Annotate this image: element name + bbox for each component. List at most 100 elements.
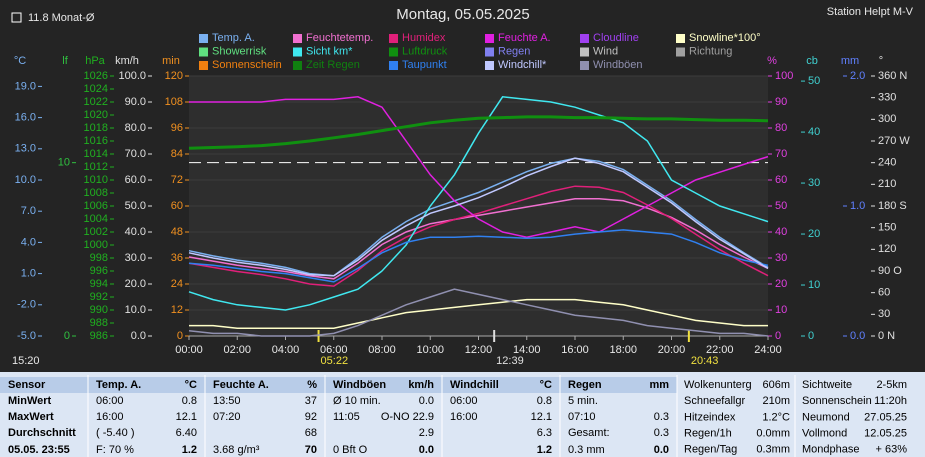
tick-label: 70 <box>775 148 787 160</box>
legend-label: Richtung <box>689 45 732 57</box>
series-line <box>188 197 769 280</box>
tick-label: 12 <box>171 304 183 316</box>
info-label: Vollmond <box>802 428 847 440</box>
column-title: Windchill <box>450 379 499 391</box>
tick-label: 120 <box>878 243 896 255</box>
cell-value: 1.2 <box>537 444 552 456</box>
axis-unit: % <box>767 55 777 67</box>
x-tick-label: 02:00 <box>223 344 251 356</box>
column-title: Regen <box>568 379 602 391</box>
tick-label: 210 <box>878 178 896 190</box>
tick-label: 1022 <box>84 96 108 108</box>
column-title: Windböen <box>333 379 386 391</box>
legend-swatch <box>580 34 589 43</box>
legend-swatch <box>485 34 494 43</box>
tick-label: 1024 <box>84 83 108 95</box>
cell-value: O-NO 22.9 <box>381 411 434 423</box>
cell-label: Ø 10 min. <box>333 395 381 407</box>
info-value: 11:20h <box>874 395 907 407</box>
cell-label: Gesamt: <box>568 427 610 439</box>
tick-label: 360 N <box>878 70 907 82</box>
current-time: 15:20 <box>12 355 40 367</box>
info-value: 0.3mm <box>756 444 790 456</box>
tick-label: 10 <box>58 157 70 169</box>
cell-value: 6.3 <box>537 427 552 439</box>
cell-value: 12.1 <box>176 411 197 423</box>
legend-label: Feuchte A. <box>498 32 551 44</box>
tick-label: -5.0 <box>17 330 36 342</box>
cell-value: 0.8 <box>182 395 197 407</box>
tick-label: 10 <box>775 304 787 316</box>
legend-swatch <box>485 47 494 57</box>
station: Station Helpt M-V <box>827 6 914 18</box>
tick-label: 0.0 <box>131 330 146 342</box>
cell-label: 07:10 <box>568 411 596 423</box>
cell-label: 07:20 <box>213 411 241 423</box>
info-value: + 63% <box>876 444 908 456</box>
axis-unit: mm <box>841 55 859 67</box>
cell-value: 6.40 <box>176 427 197 439</box>
tick-label: 996 <box>90 265 108 277</box>
info-value: 2-5km <box>876 379 907 391</box>
tick-label: 7.0 <box>21 205 36 217</box>
tick-label: 60 <box>878 287 890 299</box>
cell-label: ( -5.40 ) <box>96 427 135 439</box>
legend-label: Cloudline <box>593 32 639 44</box>
tick-label: 986 <box>90 330 108 342</box>
tick-label: 50.0 <box>125 200 146 212</box>
column-title: Sensor <box>8 379 46 391</box>
tick-label: 70.0 <box>125 148 146 160</box>
column-title: Temp. A. <box>96 379 141 391</box>
tick-label: 90 <box>775 96 787 108</box>
tick-label: 0.0 <box>850 330 865 342</box>
legend-swatch <box>580 61 589 70</box>
legend-swatch <box>293 47 302 57</box>
tick-label: 300 <box>878 113 896 125</box>
legend-swatch <box>293 34 302 43</box>
column-unit: mm <box>649 379 669 391</box>
tick-label: 2.0 <box>850 70 865 82</box>
axis-unit: °C <box>14 55 26 67</box>
checkbox[interactable] <box>11 12 22 23</box>
x-tick-label: 00:00 <box>175 344 203 356</box>
tick-label: 30 <box>878 308 890 320</box>
x-tick-label: 10:00 <box>416 344 444 356</box>
column-title: Feuchte A. <box>213 379 269 391</box>
legend-swatch <box>389 47 398 57</box>
tick-label: 100.0 <box>118 70 146 82</box>
info-label: Mondphase <box>802 444 860 456</box>
cell-value: 0.3 <box>654 427 669 439</box>
legend-label: Windchill* <box>498 59 547 71</box>
tick-label: 80 <box>775 122 787 134</box>
tick-label: 180 S <box>878 200 907 212</box>
cell-value: 0.0 <box>654 444 669 456</box>
cell-label: 3.68 g/m³ <box>213 444 260 456</box>
cell-label: 0.3 mm <box>568 444 605 456</box>
tick-label: 1010 <box>84 174 108 186</box>
tick-label: 20 <box>775 278 787 290</box>
tick-label: 240 <box>878 157 896 169</box>
legend-label: Windböen <box>593 59 643 71</box>
tick-label: 40 <box>808 126 820 138</box>
tick-label: 0 <box>775 330 781 342</box>
tick-label: 16.0 <box>15 112 36 124</box>
tick-label: 60 <box>171 200 183 212</box>
tick-label: 998 <box>90 252 108 264</box>
cell-label: 06:00 <box>450 395 478 407</box>
cell-label: 13:50 <box>213 395 241 407</box>
cell-label: 06:00 <box>96 395 124 407</box>
series-line <box>188 185 769 287</box>
info-value: 12.05.25 <box>864 428 907 440</box>
cell-value: 12.1 <box>531 411 552 423</box>
tick-label: 30.0 <box>125 252 146 264</box>
legend-label: Sicht km* <box>306 45 353 57</box>
tick-label: 1000 <box>84 239 108 251</box>
tick-label: 90 O <box>878 265 902 277</box>
cell-value: 37 <box>305 395 317 407</box>
x-tick-label: 12:00 <box>465 344 493 356</box>
legend-label: Snowline*100° <box>689 32 761 44</box>
legend-label: Regen <box>498 45 530 57</box>
tick-label: 994 <box>90 278 108 290</box>
x-tick-label: 08:00 <box>368 344 396 356</box>
cell-label: 5 min. <box>568 395 598 407</box>
